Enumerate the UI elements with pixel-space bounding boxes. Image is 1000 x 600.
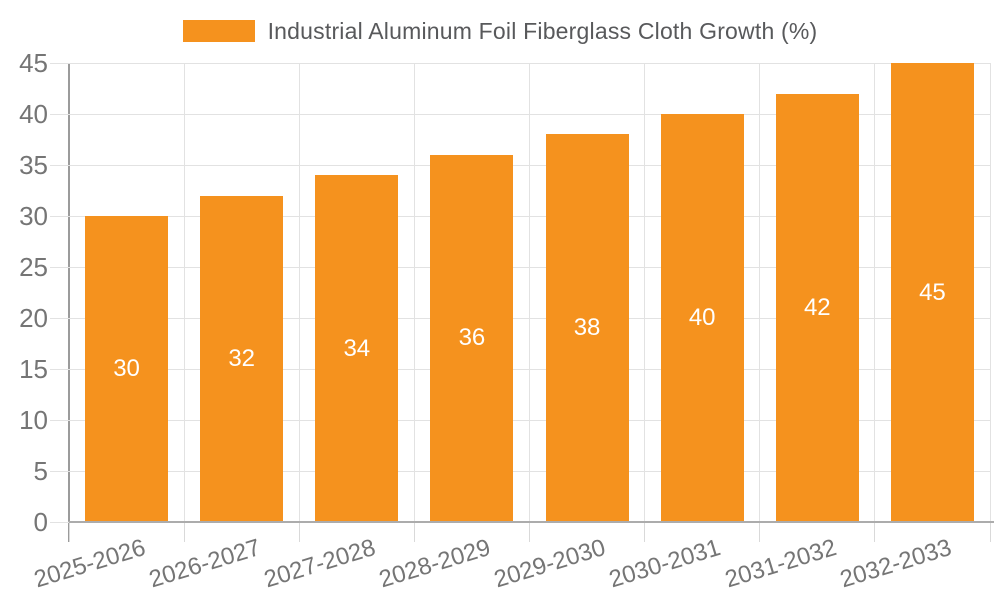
y-tick-mark bbox=[50, 419, 69, 421]
y-tick-label: 5 bbox=[33, 456, 48, 486]
x-axis-line bbox=[68, 521, 994, 523]
y-tick-label: 0 bbox=[33, 507, 48, 537]
bar: 32 bbox=[200, 195, 284, 522]
bar: 40 bbox=[660, 114, 744, 522]
bar-value-label: 42 bbox=[803, 293, 831, 321]
x-category-label: 2026-2027 bbox=[145, 534, 264, 594]
y-tick-mark bbox=[50, 266, 69, 268]
legend-swatch bbox=[182, 20, 255, 42]
bar: 42 bbox=[775, 93, 859, 522]
y-tick-mark bbox=[50, 470, 69, 472]
gridline-vertical bbox=[644, 63, 646, 522]
gridline-vertical bbox=[183, 63, 185, 522]
legend-item[interactable]: Industrial Aluminum Foil Fiberglass Clot… bbox=[0, 16, 1000, 46]
y-tick-mark bbox=[50, 368, 69, 370]
bar-value-label: 36 bbox=[458, 324, 486, 352]
x-tick-mark bbox=[874, 523, 876, 542]
bar: 30 bbox=[85, 216, 169, 522]
x-category-label: 2030-2031 bbox=[606, 534, 725, 594]
x-category-label: 2029-2030 bbox=[491, 534, 609, 594]
gridline-vertical bbox=[759, 63, 761, 522]
y-tick-mark bbox=[50, 521, 69, 523]
x-tick-mark bbox=[413, 523, 415, 542]
x-tick-mark bbox=[989, 523, 991, 542]
bar-value-label: 34 bbox=[343, 334, 371, 362]
x-category-label: 2025-2026 bbox=[30, 534, 149, 594]
y-tick-mark bbox=[50, 113, 69, 115]
bar: 38 bbox=[545, 134, 629, 522]
y-tick-mark bbox=[50, 62, 69, 64]
y-tick-label: 10 bbox=[19, 405, 48, 435]
gridline-vertical bbox=[413, 63, 415, 522]
bar: 45 bbox=[890, 63, 974, 522]
bar: 34 bbox=[315, 175, 399, 522]
bar-value-label: 30 bbox=[113, 355, 140, 382]
x-tick-mark bbox=[298, 523, 300, 542]
x-tick-mark bbox=[644, 523, 646, 542]
x-tick-mark bbox=[68, 523, 70, 542]
x-category-label: 2028-2029 bbox=[376, 534, 494, 594]
x-category-label: 2027-2028 bbox=[261, 534, 379, 594]
plot-area: 30 32 34 36 38 40 42 45 bbox=[69, 62, 991, 522]
gridline-vertical bbox=[874, 63, 876, 522]
y-tick-mark bbox=[50, 317, 69, 319]
y-tick-label: 40 bbox=[19, 99, 48, 129]
y-axis-line bbox=[68, 63, 70, 542]
gridline-vertical bbox=[298, 63, 300, 522]
y-tick-label: 35 bbox=[19, 150, 48, 180]
legend-label: Industrial Aluminum Foil Fiberglass Clot… bbox=[267, 17, 818, 44]
bar-value-label: 45 bbox=[919, 278, 946, 306]
x-tick-mark bbox=[183, 523, 185, 542]
y-tick-label: 25 bbox=[19, 252, 48, 282]
bar-value-label: 38 bbox=[573, 314, 601, 342]
gridline-vertical bbox=[989, 63, 991, 522]
x-tick-mark bbox=[759, 523, 761, 542]
y-tick-mark bbox=[50, 215, 69, 217]
bar-value-label: 32 bbox=[228, 344, 256, 372]
x-category-label: 2032-2033 bbox=[836, 534, 955, 594]
bar-value-label: 40 bbox=[688, 304, 716, 331]
y-tick-label: 30 bbox=[19, 201, 48, 231]
y-tick-label: 45 bbox=[19, 48, 48, 78]
bar: 36 bbox=[430, 154, 514, 522]
gridline-vertical bbox=[529, 63, 530, 522]
y-tick-label: 15 bbox=[19, 354, 48, 384]
y-tick-label: 20 bbox=[19, 303, 48, 333]
x-category-label: 2031-2032 bbox=[721, 534, 840, 594]
x-tick-mark bbox=[529, 523, 530, 542]
y-tick-mark bbox=[50, 164, 69, 166]
